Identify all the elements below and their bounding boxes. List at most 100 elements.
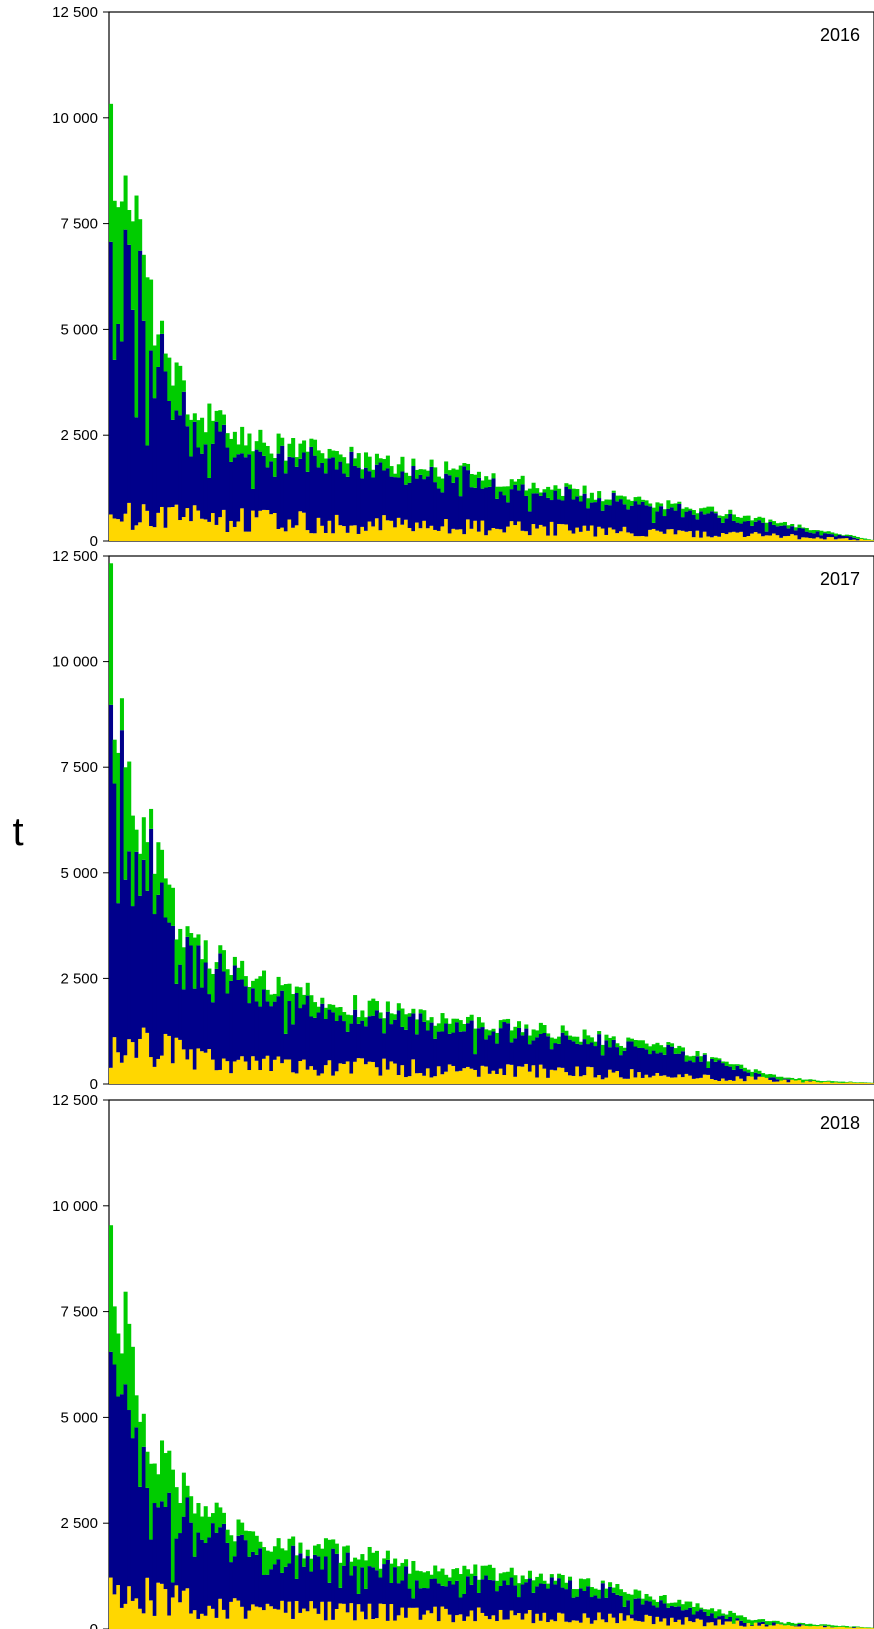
bar-segment-yellow bbox=[280, 527, 285, 541]
bar-segment-navy bbox=[582, 1591, 587, 1614]
bar-segment-yellow bbox=[349, 1603, 354, 1629]
bar-segment-yellow bbox=[316, 517, 321, 541]
bar-segment-navy bbox=[109, 241, 114, 515]
bar-segment-navy bbox=[251, 488, 256, 511]
bar-segment-green bbox=[706, 1609, 711, 1616]
bar-segment-green bbox=[119, 201, 124, 342]
bar-segment-yellow bbox=[331, 1619, 336, 1629]
bar-segment-yellow bbox=[415, 1607, 420, 1629]
bar-segment-navy bbox=[425, 1030, 430, 1069]
bar-segment-navy bbox=[666, 1607, 671, 1626]
bar-segment-green bbox=[855, 1626, 860, 1628]
bar-segment-navy bbox=[254, 449, 259, 518]
bar-segment-navy bbox=[196, 945, 201, 1049]
bar-segment-navy bbox=[127, 1410, 132, 1587]
bar-segment-navy bbox=[517, 1027, 522, 1067]
bar-segment-green bbox=[298, 987, 303, 1009]
bar-segment-navy bbox=[225, 447, 230, 532]
bar-segment-yellow bbox=[535, 1613, 540, 1629]
bar-segment-green bbox=[127, 210, 132, 245]
bar-segment-green bbox=[349, 446, 354, 452]
bar-segment-green bbox=[364, 452, 369, 468]
bar-segment-yellow bbox=[149, 1600, 154, 1629]
bar-segment-yellow bbox=[699, 1077, 704, 1084]
bar-segment-green bbox=[673, 1048, 678, 1054]
bar-segment-yellow bbox=[670, 1077, 675, 1084]
bar-segment-navy bbox=[382, 1564, 387, 1605]
bar-segment-yellow bbox=[790, 534, 795, 541]
bar-segment-yellow bbox=[411, 531, 416, 541]
bar-segment-green bbox=[178, 365, 183, 416]
bar-segment-green bbox=[272, 993, 277, 1002]
bar-segment-green bbox=[549, 489, 554, 501]
bar-segment-yellow bbox=[389, 1604, 394, 1629]
bar-segment-yellow bbox=[586, 530, 591, 541]
bar-segment-navy bbox=[702, 1054, 707, 1075]
bar-segment-green bbox=[790, 523, 795, 527]
bar-segment-green bbox=[721, 1061, 726, 1064]
bar-segment-navy bbox=[302, 452, 307, 513]
bar-segment-green bbox=[192, 413, 197, 422]
bar-segment-navy bbox=[699, 1609, 704, 1620]
bar-segment-navy bbox=[211, 1523, 216, 1609]
bar-segment-yellow bbox=[447, 533, 452, 541]
bar-segment-green bbox=[622, 1592, 627, 1607]
bar-segment-navy bbox=[571, 499, 576, 534]
bar-segment-navy bbox=[629, 1614, 634, 1619]
bar-segment-navy bbox=[130, 309, 135, 530]
bar-segment-navy bbox=[429, 466, 434, 526]
bar-segment-yellow bbox=[334, 1609, 339, 1629]
bar-segment-yellow bbox=[214, 1617, 219, 1629]
bar-segment-green bbox=[611, 490, 616, 493]
bar-segment-green bbox=[571, 488, 576, 500]
bar-segment-yellow bbox=[557, 1612, 562, 1629]
bar-segment-yellow bbox=[174, 1037, 179, 1084]
bar-segment-green bbox=[728, 1064, 733, 1067]
bar-segment-navy bbox=[655, 1053, 660, 1073]
bar-segment-navy bbox=[109, 704, 114, 1068]
bar-segment-yellow bbox=[782, 536, 787, 541]
bar-segment-yellow bbox=[844, 538, 849, 541]
bar-segment-navy bbox=[608, 1586, 613, 1614]
bar-segment-green bbox=[764, 1621, 769, 1625]
bar-segment-yellow bbox=[462, 534, 467, 541]
bar-segment-green bbox=[280, 437, 285, 446]
bar-segment-navy bbox=[407, 1016, 412, 1077]
bar-segment-yellow bbox=[506, 1619, 511, 1629]
bar-segment-yellow bbox=[156, 512, 161, 541]
bar-segment-yellow bbox=[313, 1069, 318, 1084]
bar-segment-green bbox=[600, 1580, 605, 1584]
bar-segment-yellow bbox=[757, 1076, 762, 1084]
bar-segment-green bbox=[608, 499, 613, 506]
bar-segment-green bbox=[156, 842, 161, 895]
bar-segment-yellow bbox=[214, 524, 219, 541]
bar-segment-green bbox=[112, 739, 117, 784]
bar-segment-green bbox=[185, 926, 190, 937]
bar-segment-green bbox=[305, 451, 310, 472]
bar-segment-yellow bbox=[702, 531, 707, 541]
bar-segment-green bbox=[575, 1036, 580, 1044]
bar-segment-green bbox=[170, 385, 175, 420]
bar-segment-green bbox=[863, 1627, 868, 1628]
bar-segment-navy bbox=[218, 431, 223, 518]
bar-segment-navy bbox=[170, 925, 175, 1064]
bar-segment-yellow bbox=[480, 1612, 485, 1629]
bar-segment-navy bbox=[254, 1554, 259, 1607]
bar-segment-yellow bbox=[615, 533, 620, 541]
bar-segment-green bbox=[739, 517, 744, 524]
bar-segment-green bbox=[498, 486, 503, 492]
bar-segment-navy bbox=[138, 895, 143, 1039]
bar-segment-yellow bbox=[134, 525, 139, 541]
bar-segment-navy bbox=[433, 1038, 438, 1077]
bar-segment-green bbox=[695, 1603, 700, 1612]
bar-segment-green bbox=[232, 431, 237, 458]
bar-segment-green bbox=[597, 1031, 602, 1035]
bar-segment-navy bbox=[400, 1026, 405, 1066]
bar-segment-yellow bbox=[710, 1622, 715, 1629]
bar-segment-yellow bbox=[713, 1625, 718, 1629]
bar-segment-green bbox=[473, 1564, 478, 1576]
bar-segment-navy bbox=[535, 1037, 540, 1078]
bar-segment-green bbox=[852, 535, 857, 538]
bar-segment-green bbox=[243, 445, 248, 458]
bar-segment-yellow bbox=[316, 1075, 321, 1084]
